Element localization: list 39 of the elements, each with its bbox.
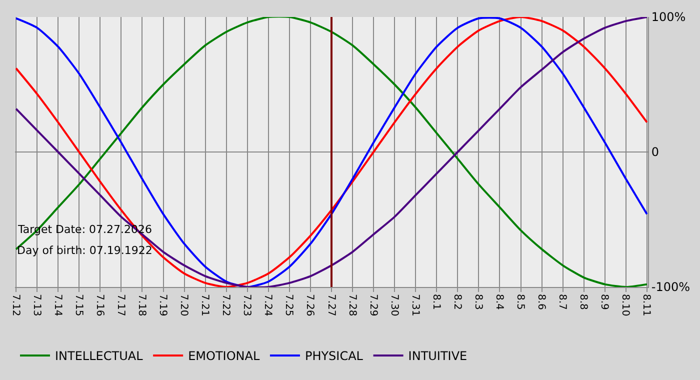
x-tick-label: 7.19 (157, 294, 168, 316)
x-tick-label: 7.24 (262, 294, 274, 316)
x-tick-label: 8.11 (640, 294, 652, 316)
x-tick-label: 8.4 (493, 294, 504, 310)
x-tick-label: 8.2 (451, 294, 462, 310)
x-tick-label: 7.17 (114, 294, 126, 316)
x-tick-label: 7.18 (136, 294, 147, 316)
x-tick-label: 8.8 (578, 294, 589, 310)
legend-label: PHYSICAL (304, 349, 364, 364)
x-tick-label: 7.26 (304, 294, 316, 316)
x-tick-label: 7.21 (199, 294, 210, 316)
x-tick-label: 8.1 (430, 294, 442, 310)
y-tick-label: -100% (651, 280, 690, 294)
x-tick-label: 7.13 (30, 294, 42, 316)
legend-label: INTUITIVE (408, 349, 468, 364)
y-tick-label: 100% (651, 10, 686, 24)
x-tick-label: 7.29 (367, 294, 378, 316)
legend-label: INTELLECTUAL (55, 349, 144, 364)
x-tick-label: 7.20 (178, 294, 190, 316)
x-tick-label: 8.10 (620, 294, 631, 316)
x-tick-label: 7.14 (52, 294, 63, 316)
x-tick-label: 7.27 (325, 294, 336, 316)
x-tick-label: 8.6 (536, 294, 547, 310)
x-tick-label: 7.25 (283, 294, 294, 316)
annotation: Day of birth: 07.19.1922 (17, 244, 152, 257)
legend-label: EMOTIONAL (188, 349, 260, 364)
x-tick-label: 7.15 (72, 294, 84, 316)
x-tick-label: 7.12 (10, 294, 21, 316)
x-tick-label: 7.28 (346, 294, 358, 316)
x-tick-label: 7.16 (94, 294, 105, 316)
x-tick-label: 8.7 (556, 294, 568, 310)
x-tick-label: 7.22 (220, 294, 232, 316)
x-tick-label: 7.23 (241, 294, 252, 316)
x-tick-label: 7.31 (409, 294, 420, 316)
x-tick-label: 8.3 (472, 294, 484, 310)
y-tick-label: 0 (651, 145, 660, 160)
x-tick-label: 8.9 (598, 294, 610, 310)
x-tick-label: 8.5 (514, 294, 526, 310)
x-tick-label: 7.30 (388, 294, 400, 316)
